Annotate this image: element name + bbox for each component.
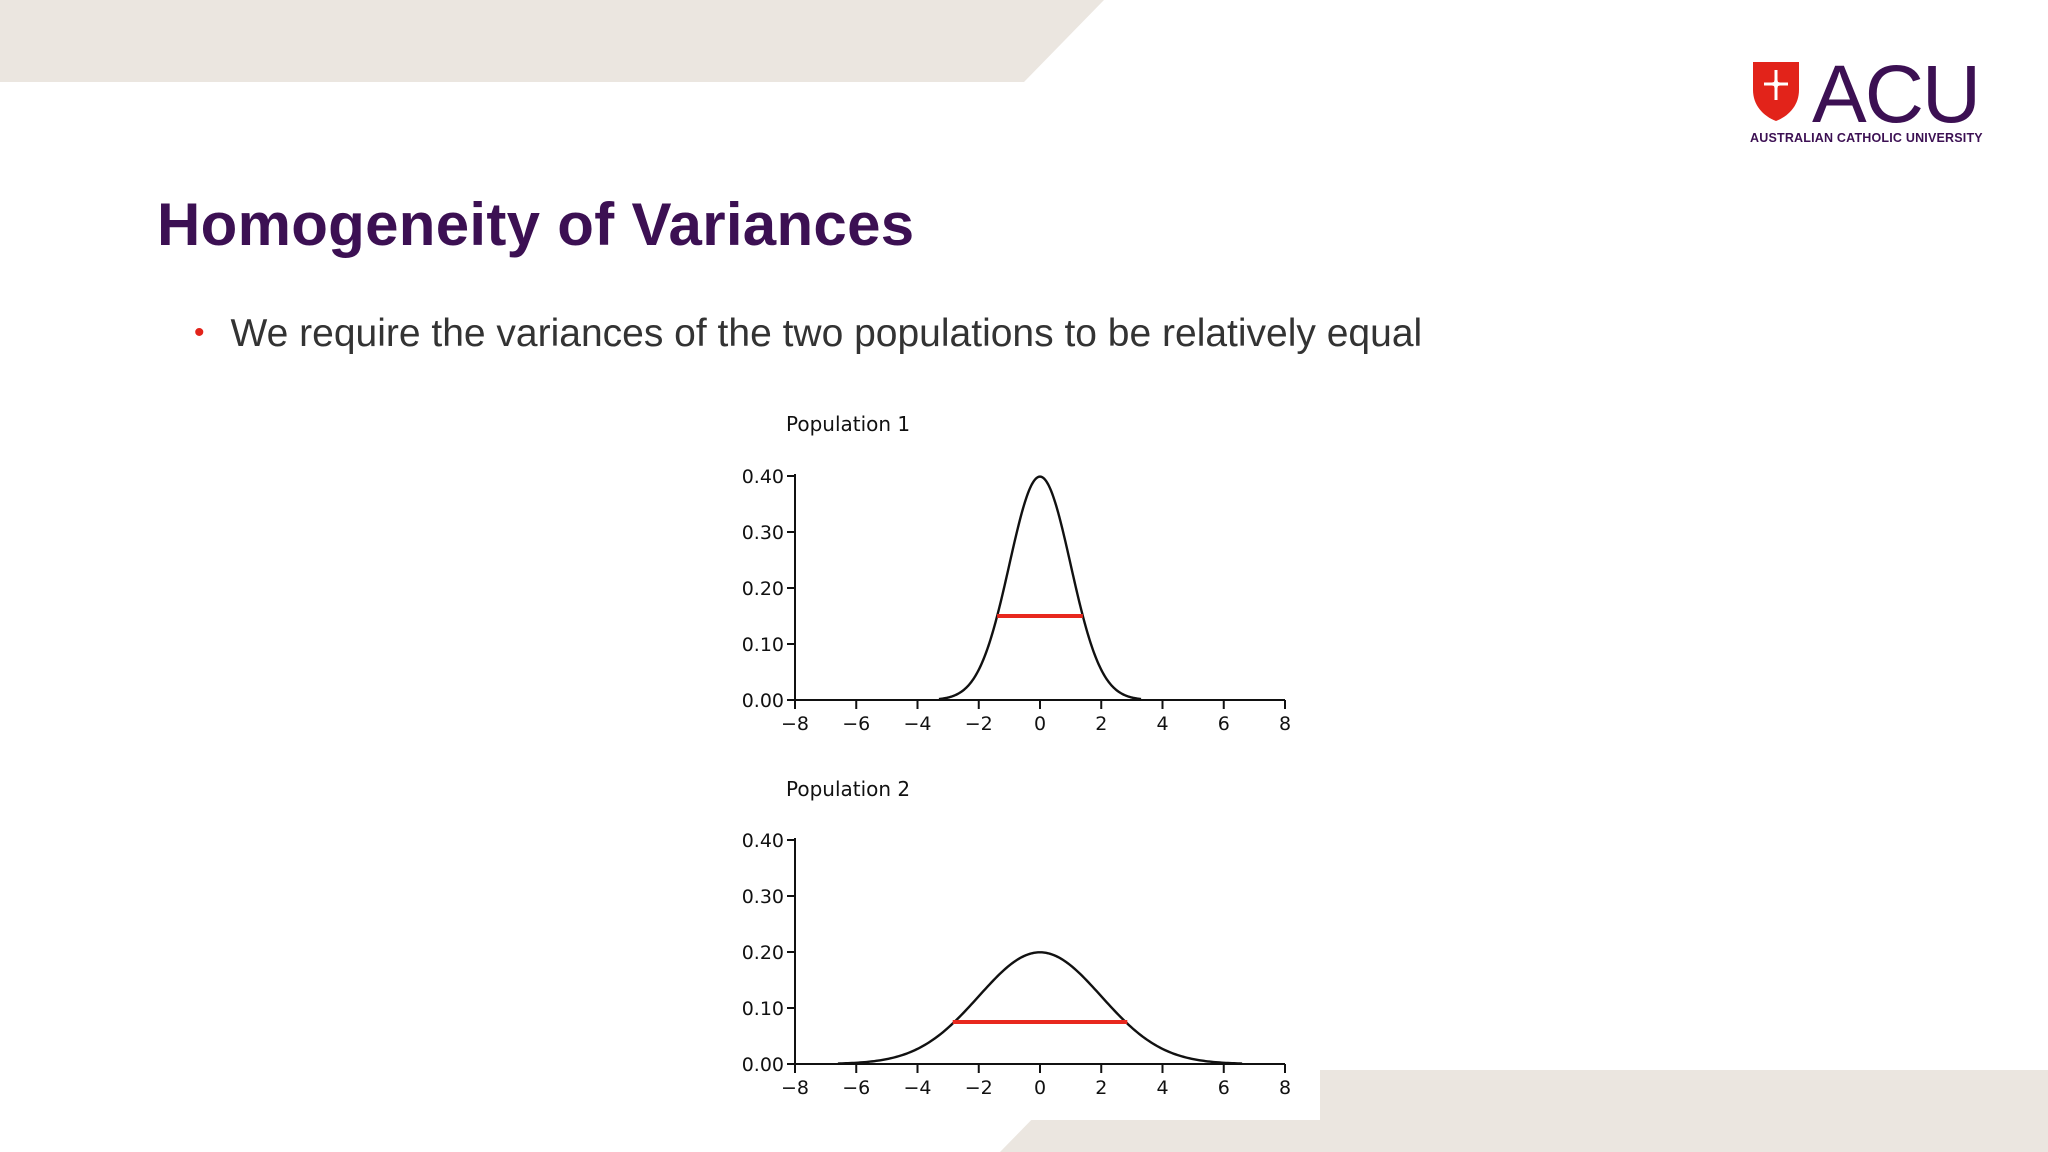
top-decor-band (0, 0, 1104, 82)
charts-svg: Population 1 0.00 0.10 0.20 0.30 0.40 −8 −6 −4 −2… (742, 412, 1291, 1099)
slide-title: Homogeneity of Variances (157, 191, 915, 258)
y-tick-label: 0.10 (742, 998, 784, 1020)
chart-panel-1: Population 1 0.00 0.10 0.20 0.30 0.40 −8 −6 −4 −2… (742, 412, 1291, 735)
chart-title: Population 2 (786, 777, 910, 801)
bullet-item: • We require the variances of the two po… (194, 312, 1422, 356)
x-tick-label: 2 (1095, 1077, 1107, 1099)
y-tick-label: 0.00 (742, 690, 784, 712)
logo-subtitle: AUSTRALIAN CATHOLIC UNIVERSITY (1750, 131, 1983, 145)
density-curve (938, 475, 1142, 701)
acu-logo: ACU AUSTRALIAN CATHOLIC UNIVERSITY (1748, 54, 1988, 148)
bullet-marker: • (194, 316, 205, 349)
x-tick-label: 2 (1095, 713, 1107, 735)
x-tick-label: −8 (781, 713, 809, 735)
x-tick-label: −6 (842, 713, 870, 735)
x-tick-label: 0 (1034, 1077, 1046, 1099)
chart-title: Population 1 (786, 412, 910, 436)
y-tick-label: 0.40 (742, 830, 784, 852)
y-tick-label: 0.20 (742, 578, 784, 600)
chart-panel-2: Population 2 0.00 0.10 0.20 0.30 0.40 −8 −6 −4 −2… (742, 777, 1291, 1099)
x-tick-label: −8 (781, 1077, 809, 1099)
x-tick-label: −6 (842, 1077, 870, 1099)
y-tick-label: 0.30 (742, 886, 784, 908)
y-tick-label: 0.30 (742, 522, 784, 544)
density-curve (837, 951, 1243, 1065)
y-tick-label: 0.40 (742, 466, 784, 488)
logo-wordmark: ACU (1812, 49, 1981, 140)
x-tick-label: 4 (1156, 713, 1168, 735)
shield-icon (1753, 62, 1799, 121)
x-tick-label: 8 (1279, 713, 1291, 735)
distribution-charts: Population 1 0.00 0.10 0.20 0.30 0.40 −8 −6 −4 −2… (720, 400, 1320, 1120)
x-tick-label: −2 (965, 713, 993, 735)
bullet-text: We require the variances of the two popu… (230, 312, 1423, 355)
x-tick-label: −4 (903, 1077, 931, 1099)
x-tick-label: 4 (1156, 1077, 1168, 1099)
x-tick-label: 0 (1034, 713, 1046, 735)
x-tick-label: −4 (903, 713, 931, 735)
x-tick-label: 6 (1218, 1077, 1230, 1099)
y-tick-label: 0.10 (742, 634, 784, 656)
y-tick-label: 0.00 (742, 1054, 784, 1076)
y-tick-label: 0.20 (742, 942, 784, 964)
x-tick-label: 8 (1279, 1077, 1291, 1099)
x-tick-label: −2 (965, 1077, 993, 1099)
x-tick-label: 6 (1218, 713, 1230, 735)
